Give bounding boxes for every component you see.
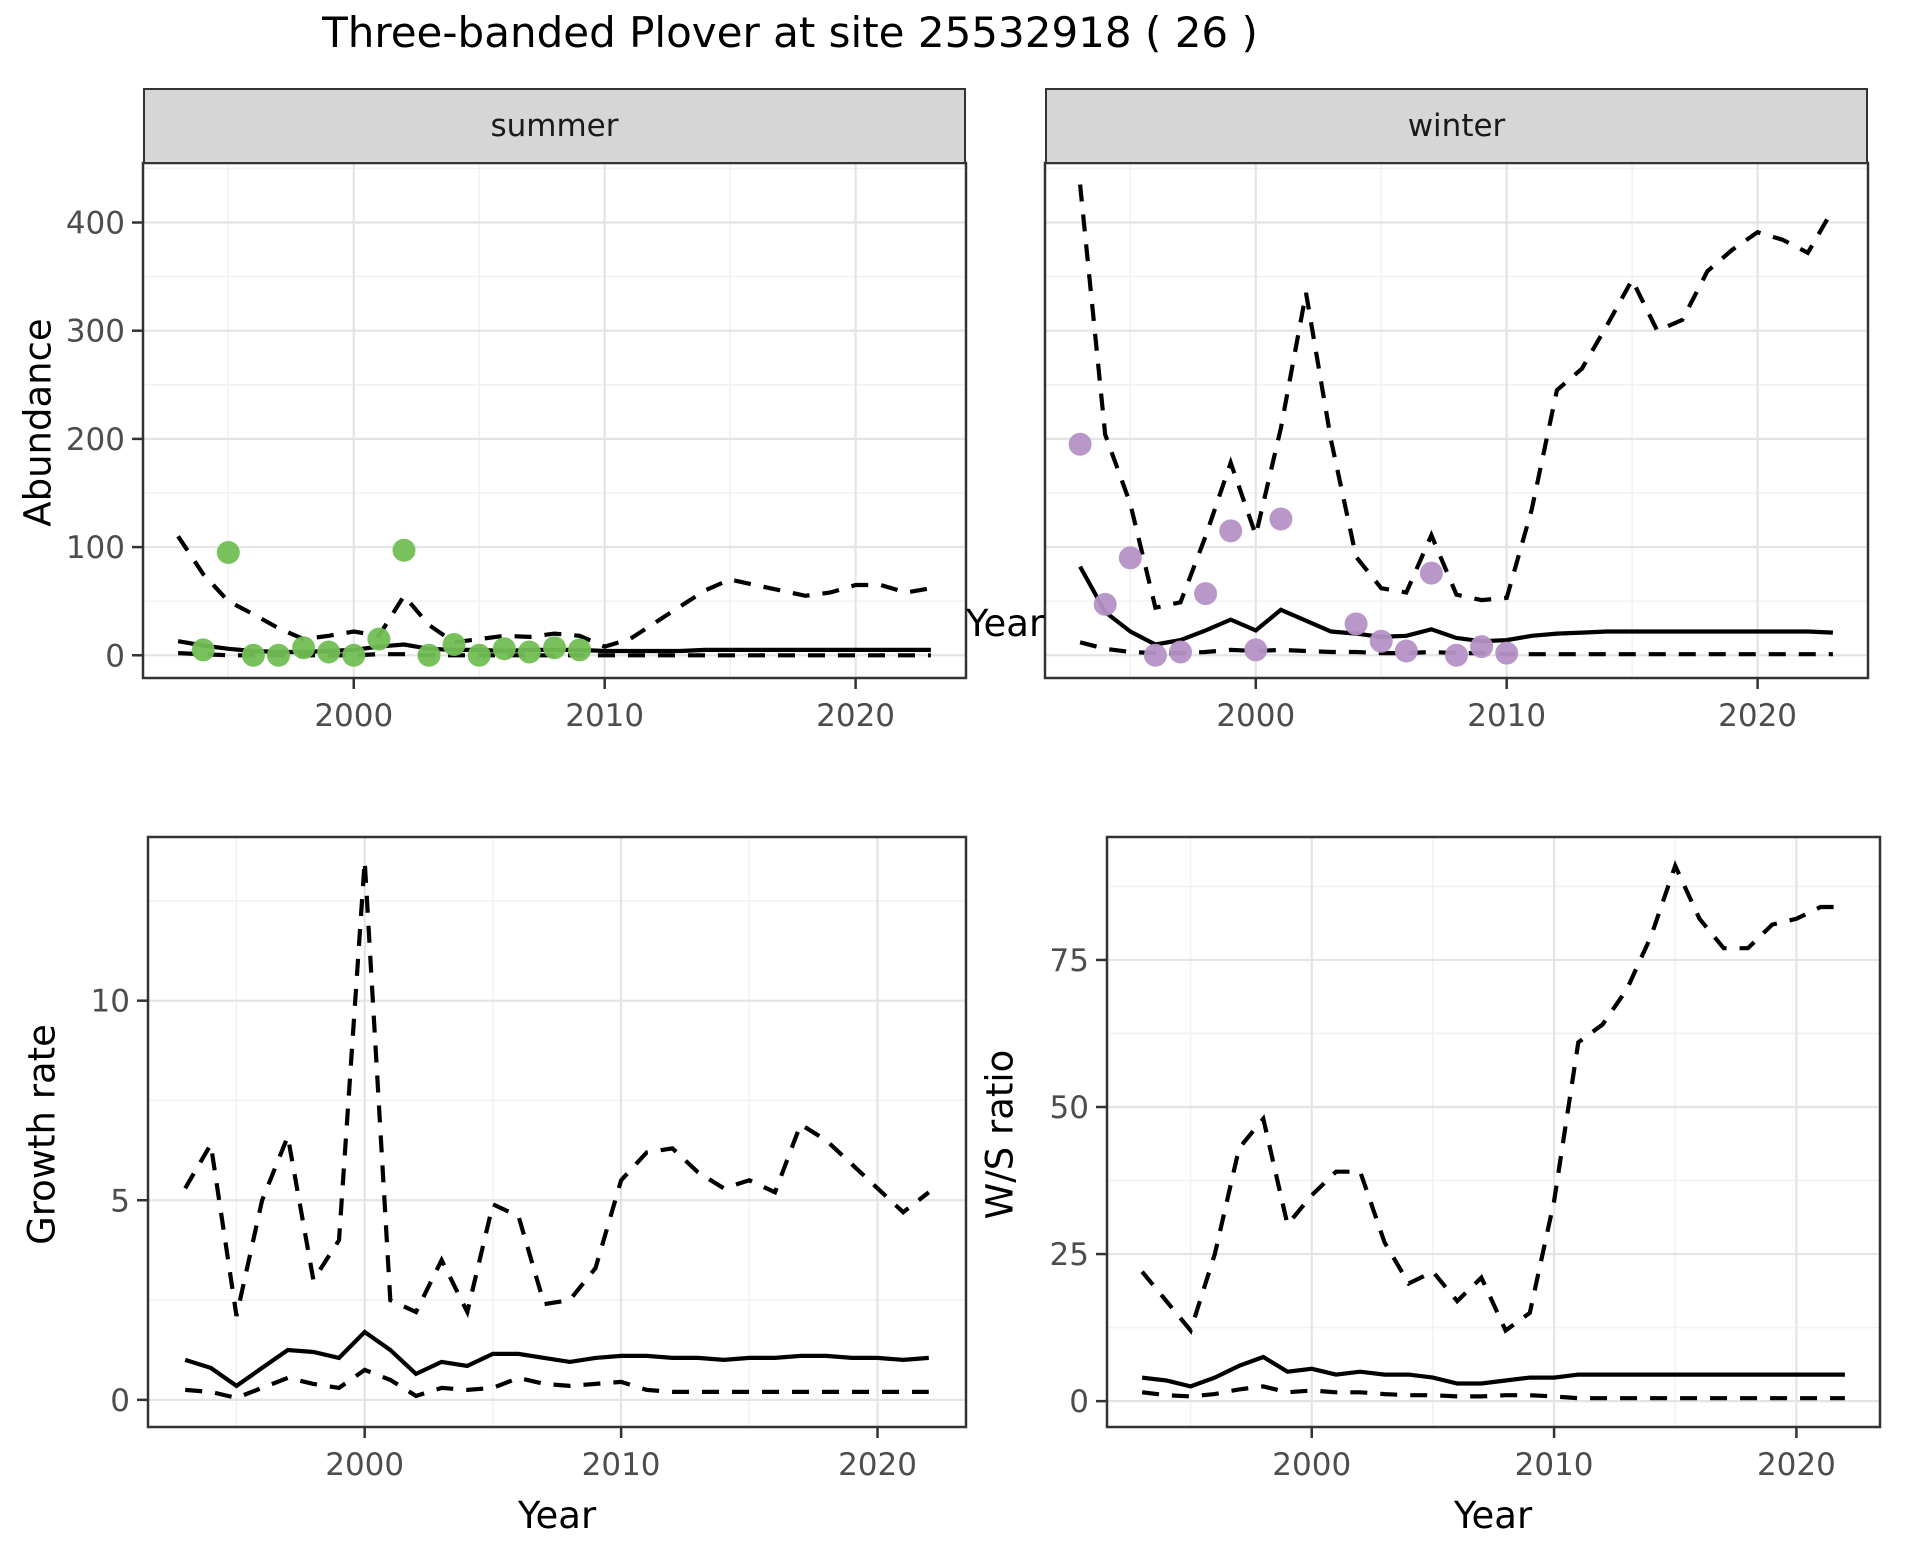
observed-point [1143, 643, 1167, 667]
y-tick-label: 50 [1050, 1090, 1089, 1126]
x-tick-label: 2010 [582, 1447, 661, 1483]
observed-point [191, 638, 215, 662]
growth-rate-panel: 2000 2010 2020 0 5 10 [91, 835, 968, 1483]
facet-strip-summer-label: summer [490, 108, 619, 144]
growth-rate-axis-title: Growth rate [20, 1024, 64, 1245]
observed-point [1169, 640, 1192, 664]
observed-point [1369, 629, 1393, 653]
upper-credible-interval-line [183, 860, 931, 1319]
ws-ratio-panel: 2000 2010 2020 0 25 50 75 [1050, 835, 1882, 1483]
facet-strip-winter-label: winter [1407, 108, 1506, 144]
observed-point [1068, 432, 1092, 456]
top-year-axis-title: Year [965, 602, 1045, 645]
observed-point [1495, 641, 1519, 665]
observed-point [1118, 546, 1142, 570]
y-tick-label: 200 [66, 422, 125, 458]
summer-abundance-panel: 2000 2010 2020 0 100 200 300 400 [66, 161, 968, 734]
observed-point [417, 643, 441, 667]
facet-strip-winter: winter [1045, 88, 1868, 164]
panel-border [1105, 835, 1882, 1429]
x-tick-label: 2000 [1216, 698, 1295, 734]
observed-point [292, 636, 316, 660]
y-tick-label: 0 [105, 638, 125, 674]
chart-title: Three-banded Plover at site 25532918 ( 2… [322, 8, 1258, 57]
observed-point [241, 643, 265, 667]
y-tick-label: 400 [66, 206, 125, 242]
upper-credible-interval-line [1078, 184, 1835, 611]
observed-point [442, 633, 466, 656]
y-tick-label: 10 [91, 984, 130, 1020]
x-tick-label: 2010 [1515, 1447, 1594, 1483]
observed-point [1419, 561, 1443, 585]
x-tick-label: 2010 [565, 698, 644, 734]
observed-point [1269, 507, 1293, 531]
y-tick-label: 300 [66, 314, 125, 350]
growth-year-axis-title: Year [517, 1494, 597, 1537]
observed-point [1194, 582, 1218, 606]
observed-point [1394, 639, 1418, 663]
x-tick-label: 2020 [838, 1447, 917, 1483]
observed-point [1219, 519, 1243, 543]
lower-credible-interval-line [185, 1367, 929, 1401]
observed-point [543, 636, 566, 660]
x-tick-label: 2010 [1467, 698, 1546, 734]
observed-point [492, 637, 516, 661]
median-line [184, 1329, 929, 1389]
observed-point [267, 643, 290, 667]
facet-strip-summer: summer [143, 88, 966, 164]
y-tick-label: 75 [1050, 943, 1089, 979]
y-tick-label: 0 [1069, 1384, 1089, 1420]
y-tick-label: 0 [110, 1383, 130, 1419]
winter-abundance-panel: 2000 2010 2020 [1043, 161, 1870, 734]
x-tick-label: 2020 [816, 698, 895, 734]
y-tick-label: 5 [110, 1183, 130, 1219]
median-line [1078, 565, 1833, 647]
observed-point [1344, 612, 1368, 636]
observed-point [1445, 643, 1468, 667]
observed-point [392, 538, 416, 562]
ws-ratio-axis-title: W/S ratio [978, 1049, 1022, 1220]
observed-point [317, 640, 341, 664]
observed-point [1470, 635, 1494, 659]
median-line [1141, 1354, 1845, 1389]
observed-point [467, 643, 491, 667]
y-tick-label: 25 [1050, 1237, 1089, 1273]
observed-point [342, 643, 366, 667]
upper-credible-interval-line [1140, 860, 1845, 1335]
observed-point [1244, 638, 1268, 662]
x-tick-label: 2000 [1272, 1447, 1351, 1483]
panel-background [1107, 837, 1880, 1427]
observed-point [367, 627, 391, 651]
x-tick-label: 2000 [325, 1447, 404, 1483]
abundance-axis-title: Abundance [16, 318, 60, 527]
panel-background [148, 837, 966, 1427]
x-tick-label: 2020 [1757, 1447, 1836, 1483]
observed-point [568, 638, 592, 662]
observed-point [216, 541, 240, 564]
observed-point [1093, 592, 1117, 616]
x-tick-label: 2000 [314, 698, 393, 734]
panel-border [146, 835, 968, 1429]
ws-year-axis-title: Year [1453, 1494, 1533, 1537]
y-tick-label: 100 [66, 530, 125, 566]
x-tick-label: 2020 [1718, 698, 1797, 734]
lower-credible-interval-line [1079, 640, 1833, 657]
observed-point [517, 640, 541, 664]
